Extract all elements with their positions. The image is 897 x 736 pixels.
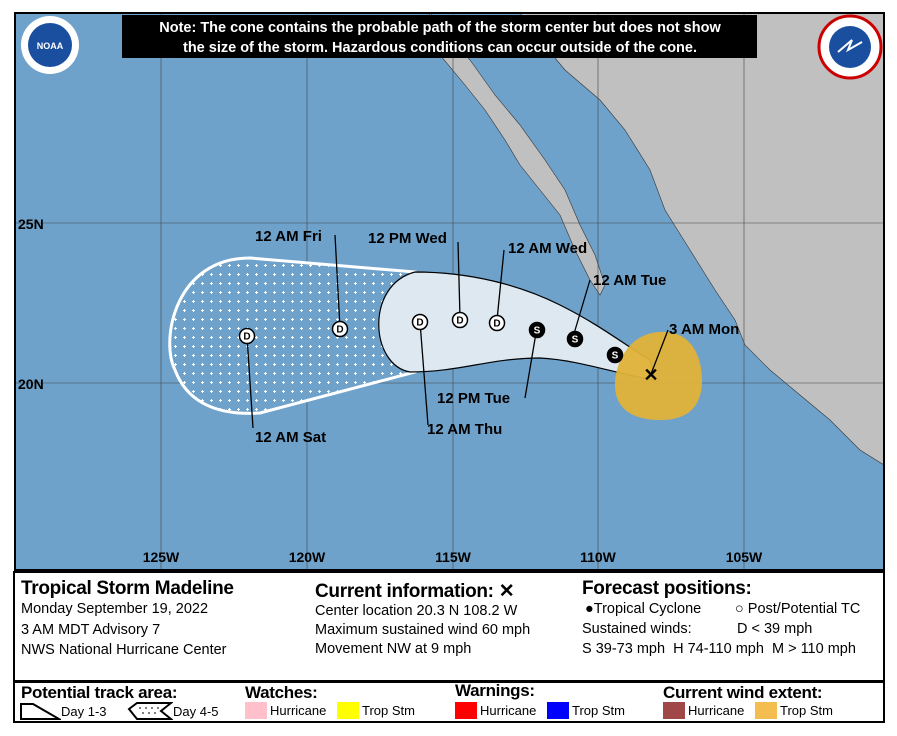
forecast-point-S: S xyxy=(606,346,624,364)
day45-legend: Day 4-5 xyxy=(127,701,219,721)
ptc-legend: ○ Post/Potential TC xyxy=(735,601,861,617)
forecast-point-D: D xyxy=(238,327,256,345)
svg-text:S: S xyxy=(612,351,619,362)
cone-day13 xyxy=(378,271,656,381)
lon-label: 120W xyxy=(289,549,326,565)
track-label: 12 AM Tue xyxy=(593,272,666,289)
forecast-point-D: D xyxy=(411,313,429,331)
day13-cone-icon xyxy=(20,703,61,720)
filled-circle-icon: ● xyxy=(585,601,594,617)
current-position-x: ✕ xyxy=(643,365,658,385)
storm-title: Tropical Storm Madeline xyxy=(21,578,234,599)
lon-label: 115W xyxy=(435,549,472,565)
tropical-storm-wind-extent xyxy=(615,331,702,420)
forecast-point-S: S xyxy=(528,321,546,339)
tc-legend: ●Tropical Cyclone xyxy=(585,601,702,617)
movement: Movement NW at 9 mph xyxy=(315,641,472,657)
svg-text:S: S xyxy=(572,335,579,346)
watch-hurricane: Hurricane xyxy=(245,702,326,719)
wind-categories: S 39-73 mph H 74-110 mph M > 110 mph xyxy=(582,641,856,657)
noaa-logo: NOAA xyxy=(21,16,79,74)
track-label: 12 PM Tue xyxy=(437,390,510,407)
track-label: 12 AM Sat xyxy=(255,429,326,446)
svg-text:D: D xyxy=(416,318,423,329)
track-label: 3 AM Mon xyxy=(669,321,739,338)
cone-day45 xyxy=(168,256,417,415)
wind-extent-title: Current wind extent: xyxy=(663,683,823,702)
forecast-point-D: D xyxy=(488,314,506,332)
forecast-point-D: D xyxy=(451,311,469,329)
current-info-title: Current information: ✕ xyxy=(315,581,515,602)
storm-map: S S S D D D D D ✕ 12 AM Fri 12 PM Wed 12 AM Wed 12… xyxy=(14,12,885,571)
warnings-title: Warnings: xyxy=(455,681,535,700)
advisory: 3 AM MDT Advisory 7 xyxy=(21,622,161,638)
x-mark-icon: ✕ xyxy=(498,581,515,602)
center-location: Center location 20.3 N 108.2 W xyxy=(315,603,518,619)
svg-text:D: D xyxy=(336,325,343,336)
day45-cone-icon xyxy=(127,702,173,720)
day13-legend: Day 1-3 xyxy=(19,701,107,721)
track-label-lines xyxy=(246,234,669,429)
watches-title: Watches: xyxy=(245,683,318,702)
d-legend: D < 39 mph xyxy=(737,621,813,637)
svg-text:D: D xyxy=(493,319,500,330)
legend-panel: Potential track area: Day 1-3 Day 4-5 Wa… xyxy=(13,681,885,723)
svg-text:D: D xyxy=(243,332,250,343)
sustained-label: Sustained winds: xyxy=(582,621,692,637)
note-banner xyxy=(122,15,757,58)
wind-trop-stm: Trop Stm xyxy=(755,702,833,719)
nws-logo xyxy=(817,14,883,80)
track-label: 12 AM Fri xyxy=(255,228,322,245)
lon-label: 125W xyxy=(143,549,180,565)
watch-trop-stm: Trop Stm xyxy=(337,702,415,719)
info-panel: Tropical Storm Madeline Monday September… xyxy=(13,571,885,682)
note-line-1: Note: The cone contains the probable pat… xyxy=(159,20,721,36)
svg-text:D: D xyxy=(456,316,463,327)
lat-label: 20N xyxy=(18,376,44,392)
track-area-title: Potential track area: xyxy=(21,683,178,702)
lon-labels: 125W 120W 115W 110W 105W xyxy=(143,549,763,565)
lon-label: 105W xyxy=(726,549,763,565)
svg-text:S: S xyxy=(534,326,541,337)
note-line-2: the size of the storm. Hazardous conditi… xyxy=(183,40,697,56)
track-label: 12 AM Thu xyxy=(427,421,502,438)
svg-text:NOAA: NOAA xyxy=(37,41,64,51)
wind-hurricane: Hurricane xyxy=(663,702,744,719)
open-circle-icon: ○ xyxy=(735,601,744,617)
issuing-center: NWS National Hurricane Center xyxy=(21,642,227,658)
max-wind: Maximum sustained wind 60 mph xyxy=(315,622,531,638)
forecast-point-S: S xyxy=(566,330,584,348)
warning-hurricane: Hurricane xyxy=(455,702,536,719)
warning-trop-stm: Trop Stm xyxy=(547,702,625,719)
lon-label: 110W xyxy=(580,549,617,565)
date: Monday September 19, 2022 xyxy=(21,601,209,617)
mainland-mexico xyxy=(519,13,884,466)
forecast-point-D: D xyxy=(331,320,349,338)
forecast-title: Forecast positions: xyxy=(582,578,752,599)
track-label: 12 PM Wed xyxy=(368,230,447,247)
lat-label: 25N xyxy=(18,216,44,232)
track-label: 12 AM Wed xyxy=(508,240,587,257)
lat-labels: 25N 20N xyxy=(18,216,44,392)
